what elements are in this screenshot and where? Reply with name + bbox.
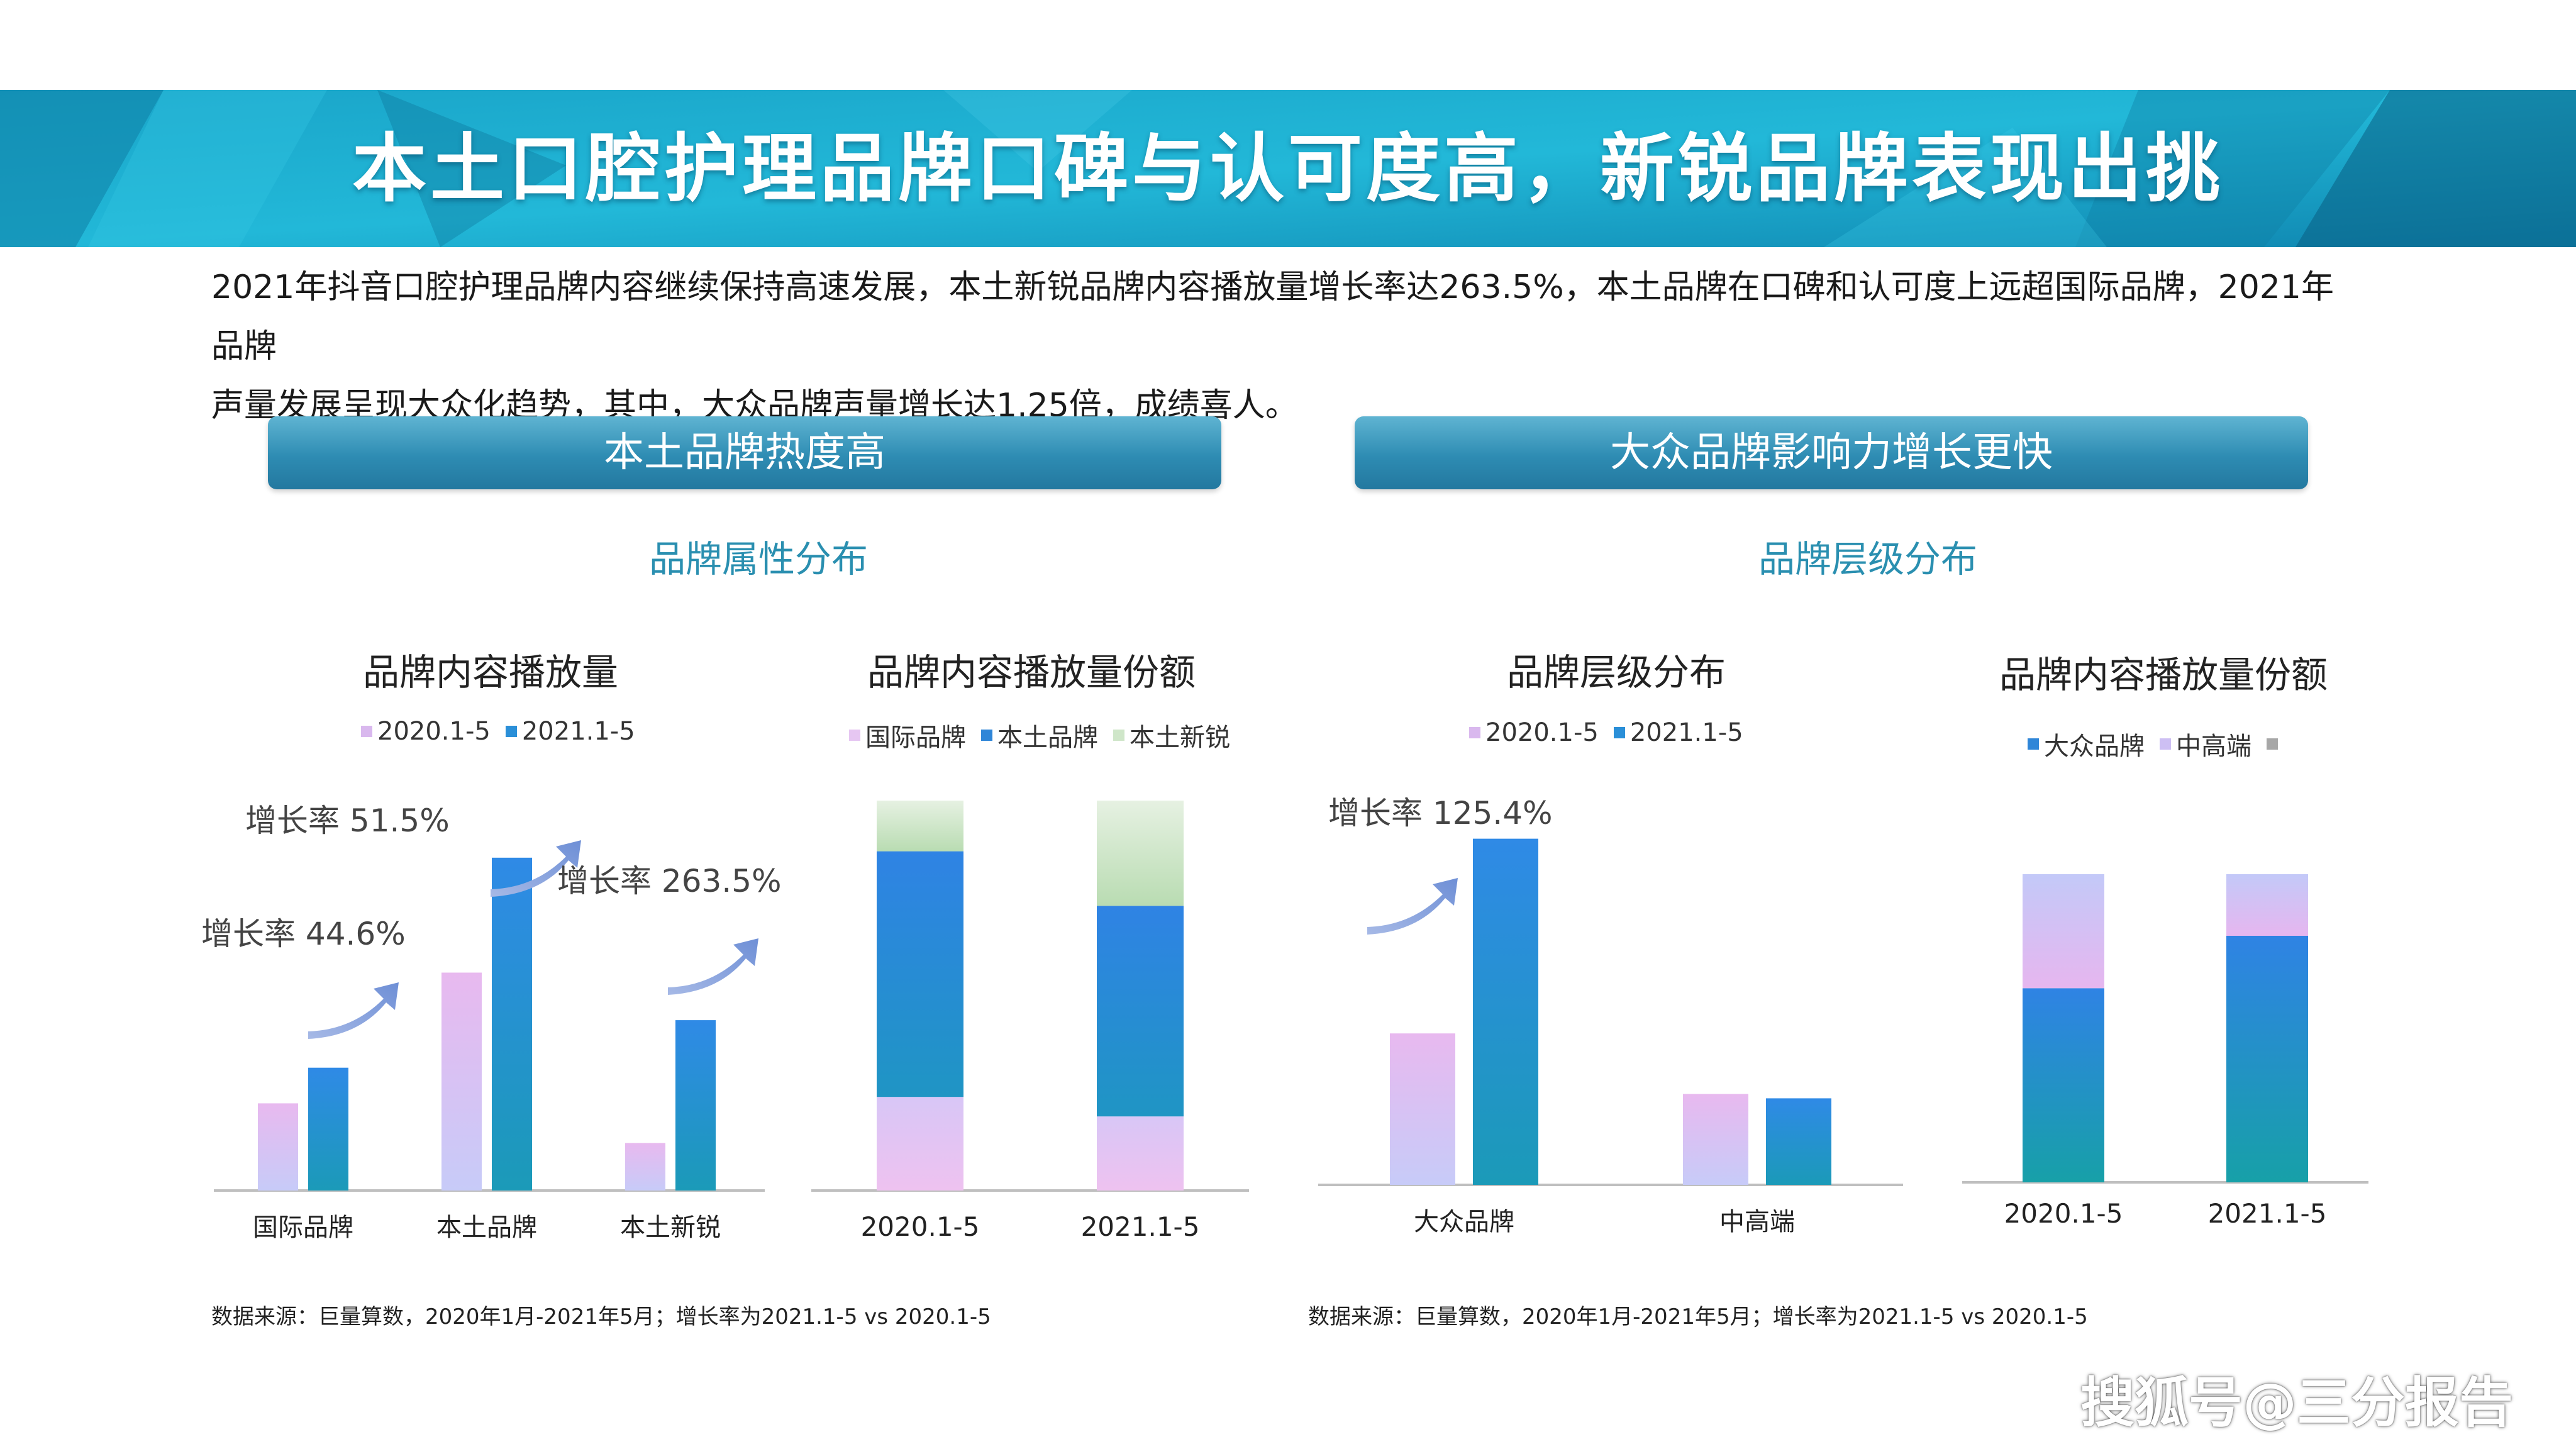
legend-swatch [981,730,992,741]
legend-item-international: 国际品牌 [849,717,966,753]
chart2-title: 品牌内容播放量份额 [867,651,1196,694]
chart2-bar-segment [1097,906,1184,1117]
legend-swatch [361,726,372,737]
chart2-legend: 国际品牌 本土品牌 本土新锐 [849,717,1230,753]
growth-arrow-icon [308,982,399,1039]
legend-swatch [2267,738,2278,750]
chart3-bar-2021 [1766,1098,1831,1185]
chart1-growth-label: 增长率 263.5% [557,863,782,899]
legend-label: 2020.1-5 [377,717,491,746]
chart1-title: 品牌内容播放量 [362,651,618,694]
legend-swatch [2028,738,2039,750]
chart4-category-label: 2020.1-5 [2004,1198,2123,1229]
chart1-growth-label: 增长率 44.6% [201,916,406,952]
chart3-category-label: 大众品牌 [1414,1208,1514,1236]
chart4-bar-segment [2023,988,2104,1182]
chart1-category-label: 本土新锐 [620,1213,721,1242]
legend-item-2020: 2020.1-5 [1469,718,1599,747]
legend-label: 2020.1-5 [1485,718,1599,747]
chart4-bar-segment [2226,936,2308,1182]
legend-label: 2021.1-5 [1629,718,1743,747]
chart1-legend: 2020.1-5 2021.1-5 [361,717,635,746]
chart2-category-label: 2021.1-5 [1081,1211,1200,1242]
legend-label: 中高端 [2176,732,2251,761]
chart3-title: 品牌层级分布 [1506,651,1726,694]
legend-item-2021: 2021.1-5 [505,717,635,746]
chart1-category-label: 国际品牌 [253,1213,353,1242]
legend-label: 2021.1-5 [521,717,635,746]
legend-swatch [1613,727,1625,738]
right-data-source: 数据来源：巨量算数，2020年1月-2021年5月；增长率为2021.1-5 v… [1308,1304,2088,1330]
legend-swatch [2160,738,2171,750]
left-section-header: 本土品牌热度高 [268,416,1221,489]
growth-arrow-icon [491,840,581,897]
left-section-subtitle: 品牌属性分布 [648,538,868,580]
legend-item-midhigh: 中高端 [2160,726,2251,762]
chart3-growth-label: 增长率 125.4% [1328,795,1553,831]
chart3-bar-2020 [1683,1094,1748,1185]
chart4-category-label: 2021.1-5 [2208,1198,2327,1229]
legend-label: 本土新锐 [1130,723,1230,752]
chart4-legend: 大众品牌 中高端 [2028,726,2278,762]
chart3-bar-2021 [1473,838,1538,1185]
chart2-category-label: 2020.1-5 [861,1211,980,1242]
chart2-bar-segment [877,851,963,1097]
legend-swatch [505,726,517,737]
legend-item-local: 本土品牌 [981,717,1098,753]
chart2-bar-segment [877,1097,963,1191]
left-data-source: 数据来源：巨量算数，2020年1月-2021年5月；增长率为2021.1-5 v… [211,1304,991,1330]
page-title: 本土口腔护理品牌口碑与认可度高，新锐品牌表现出挑 [352,125,2224,212]
legend-item-other [2267,726,2278,762]
chart1-bar-2021 [308,1067,348,1191]
chart3-category-label: 中高端 [1719,1208,1795,1236]
legend-label: 本土品牌 [997,723,1098,752]
legend-item-mass: 大众品牌 [2028,726,2145,762]
chart3-legend: 2020.1-5 2021.1-5 [1469,718,1743,747]
chart1-category-label: 本土品牌 [436,1213,537,1242]
chart1-bar-2021 [675,1020,716,1191]
legend-label: 大众品牌 [2044,732,2145,761]
chart4-bar-segment [2023,874,2104,989]
chart2-bar-segment [1097,1116,1184,1191]
banner-background [0,90,2576,247]
right-section-header: 大众品牌影响力增长更快 [1355,416,2308,489]
legend-swatch [849,730,860,741]
legend-swatch [1113,730,1124,741]
growth-arrow-icon [668,938,758,995]
legend-swatch [1469,727,1480,738]
legend-item-2021: 2021.1-5 [1613,718,1743,747]
chart1-bar-2021 [492,857,532,1191]
chart1-bar-2020 [258,1103,298,1191]
legend-item-2020: 2020.1-5 [361,717,491,746]
title-banner [0,90,2576,247]
watermark: 搜狐号@三分报告 [2080,1372,2513,1435]
legend-label: 国际品牌 [865,723,966,752]
chart4-bar-segment [2226,874,2308,936]
chart4-title: 品牌内容播放量份额 [1999,653,2328,696]
chart1-growth-label: 增长率 51.5% [245,802,450,839]
legend-item-local-new: 本土新锐 [1113,717,1230,753]
chart2-bar-segment [877,801,963,852]
chart1-bar-2020 [441,972,482,1191]
chart3-bar-2020 [1390,1033,1455,1185]
summary-line-1: 2021年抖音口腔护理品牌内容继续保持高速发展，本土新锐品牌内容播放量增长率达2… [211,269,2334,365]
chart1-bar-2020 [625,1143,665,1191]
chart2-bar-segment [1097,801,1184,906]
growth-arrow-icon [1367,878,1458,935]
right-section-subtitle: 品牌层级分布 [1758,538,1977,580]
